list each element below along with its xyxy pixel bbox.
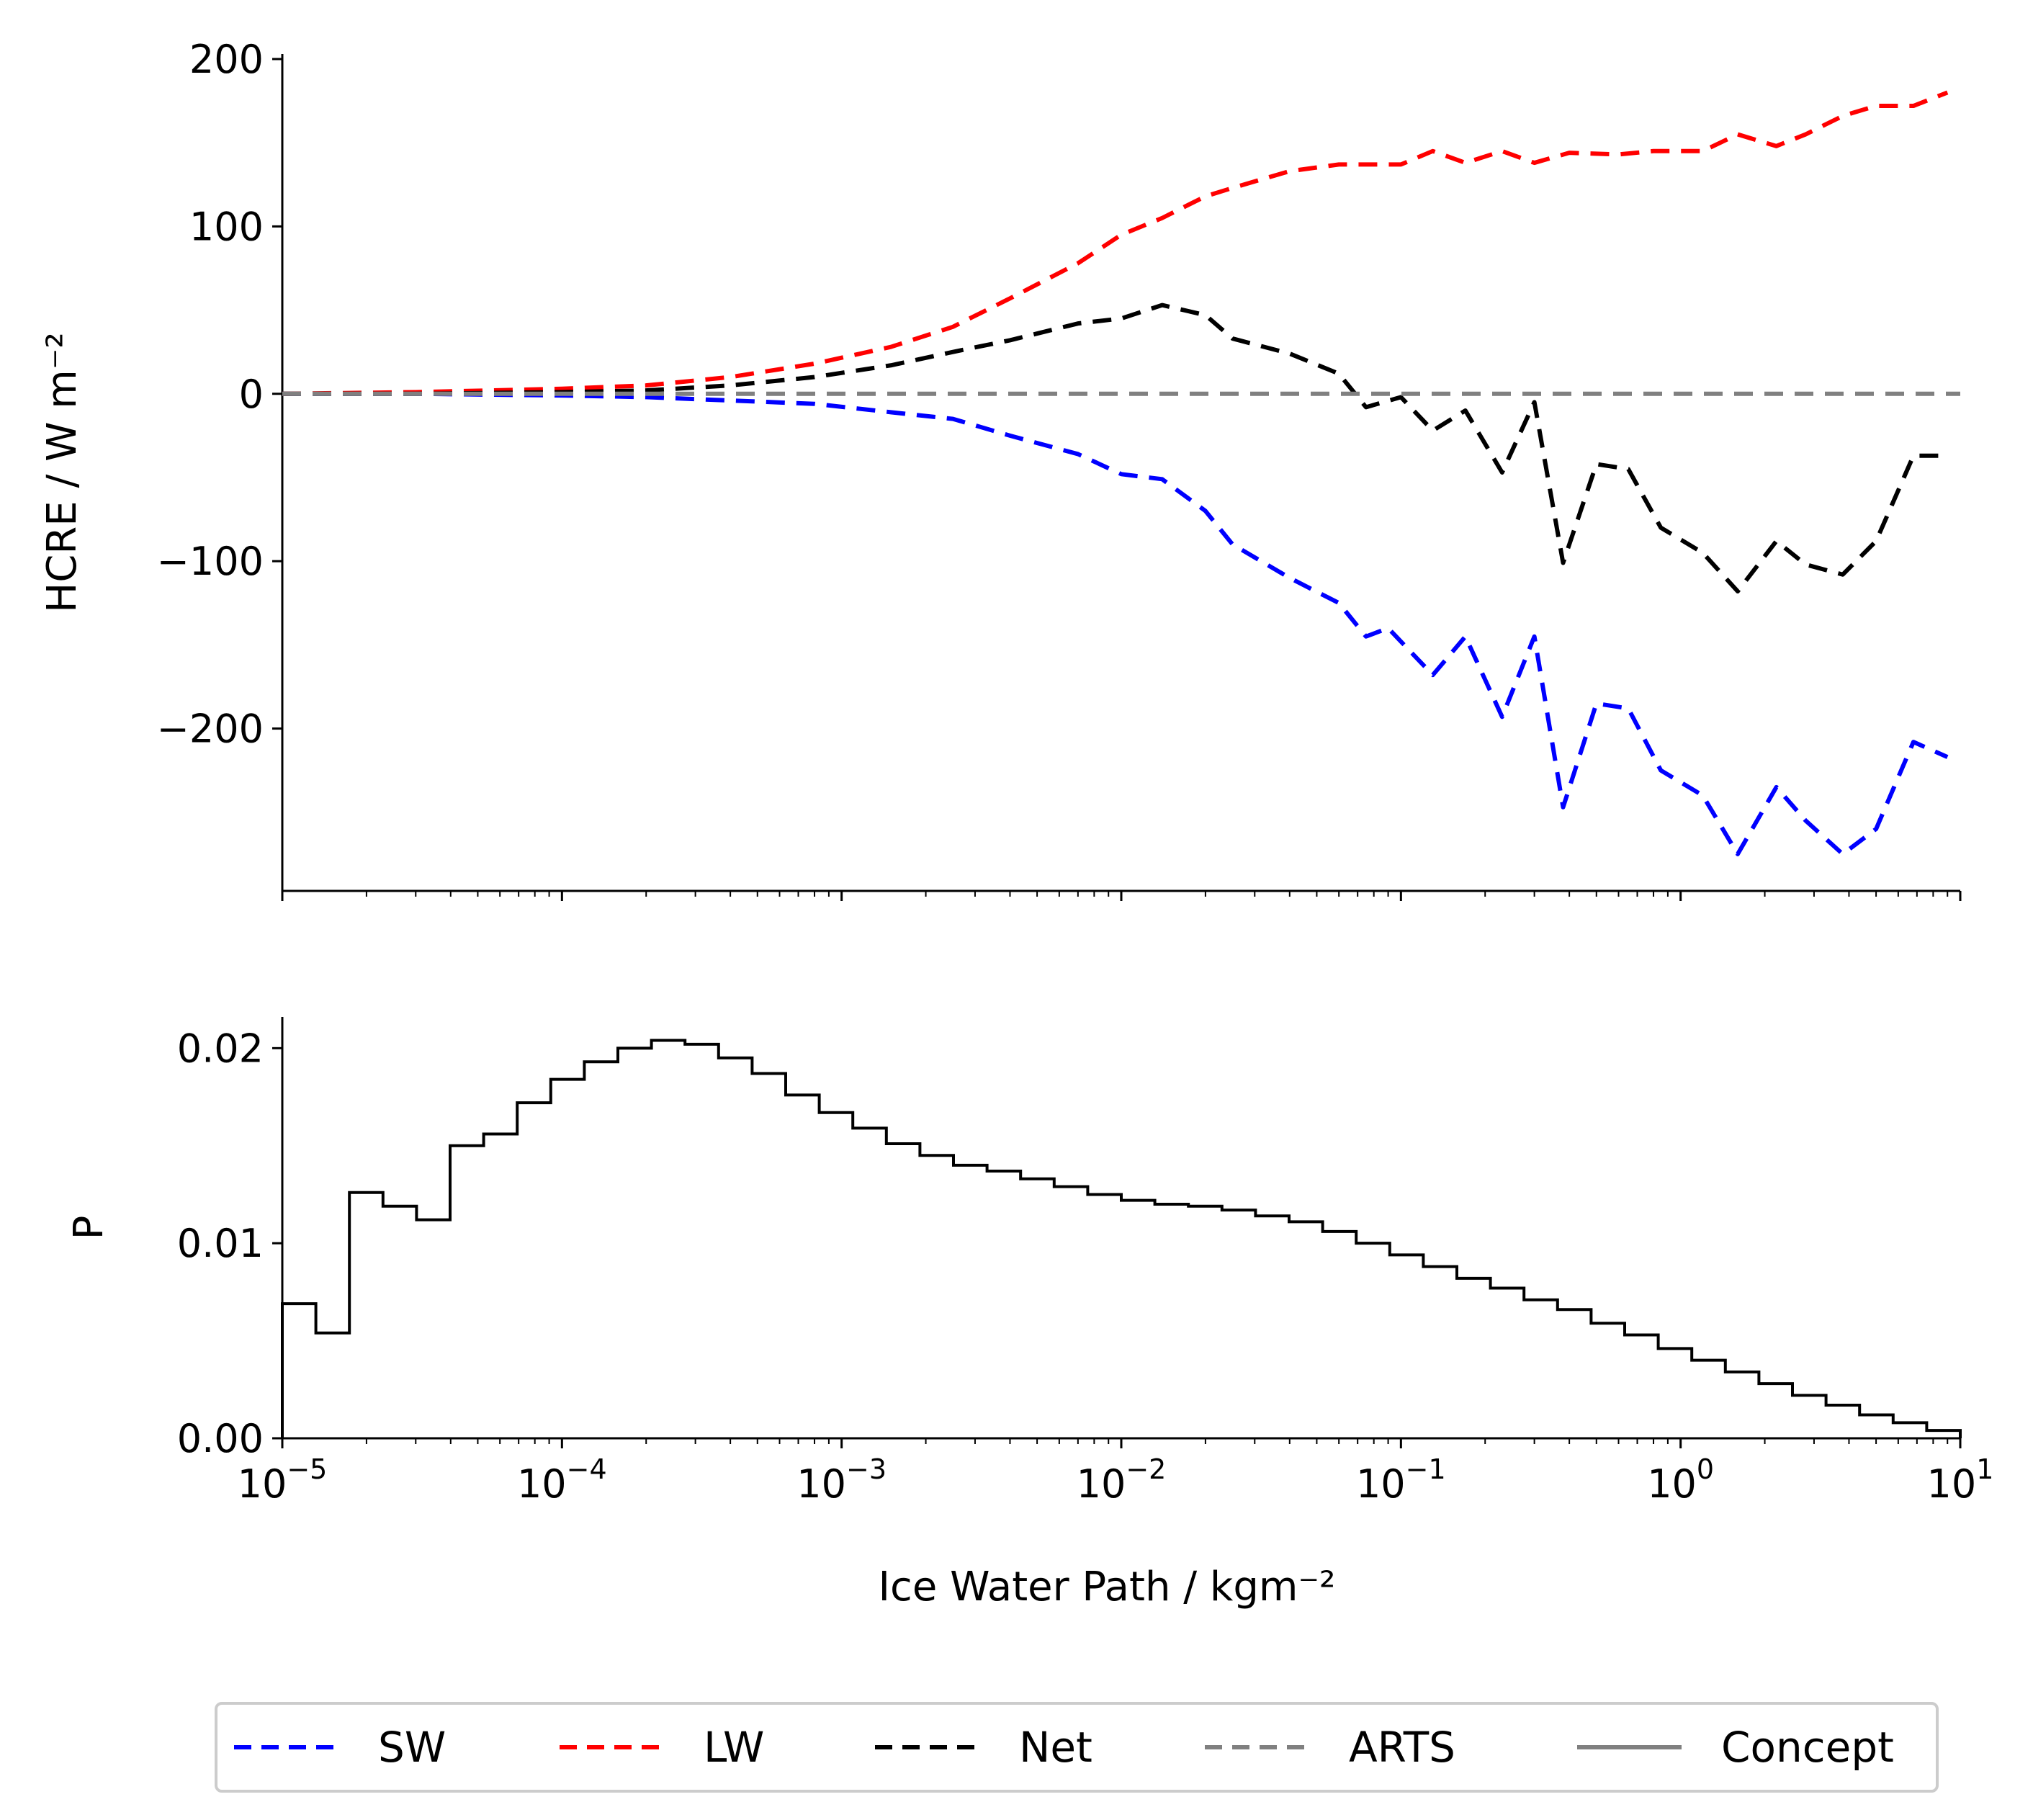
x-tick-label: 10−2 — [1077, 1453, 1167, 1507]
x-tick-label: 10−5 — [238, 1453, 328, 1507]
top-y-tick-label: 100 — [189, 204, 264, 249]
legend-label-sw: SW — [378, 1723, 446, 1772]
bottom-y-axis-label: P — [66, 1216, 112, 1240]
legend-label-lw: LW — [704, 1723, 764, 1772]
x-tick-label: 10−1 — [1356, 1453, 1446, 1507]
x-tick-label: 10−4 — [517, 1453, 607, 1507]
bottom-y-tick-label: 0.00 — [177, 1416, 264, 1461]
legend-label-concept: Concept — [1721, 1723, 1894, 1772]
top-hcre-plot: 200 100 0 −100 −200 HCRE / W m⁻² — [39, 37, 1962, 901]
bottom-probability-plot: 0.00 0.01 0.02 P 10−5 10−4 10−3 10−2 10−1 100 101 I… — [66, 1017, 1993, 1610]
top-series-sw — [282, 391, 1949, 856]
top-series-net — [282, 302, 1948, 594]
bottom-y-tick-label: 0.01 — [177, 1221, 264, 1266]
top-y-tick-label: 200 — [189, 37, 264, 82]
top-y-tick-label: −100 — [157, 539, 264, 584]
top-series-lw — [282, 90, 1949, 396]
top-y-tick-label: 0 — [239, 372, 264, 417]
x-axis-label: Ice Water Path / kgm⁻² — [879, 1564, 1336, 1610]
legend-label-arts: ARTS — [1349, 1723, 1455, 1772]
legend-frame — [215, 1702, 1939, 1793]
x-tick-label: 101 — [1927, 1453, 1994, 1507]
top-y-axis-label: HCRE / W m⁻² — [39, 332, 86, 613]
legend: SW LW Net ARTS Concept — [215, 1702, 1939, 1793]
top-y-tick-label: −200 — [157, 707, 264, 752]
bottom-y-tick-label: 0.02 — [177, 1026, 264, 1071]
bottom-histogram-steps — [281, 1039, 1962, 1438]
x-tick-label: 10−3 — [796, 1453, 887, 1507]
x-tick-label: 100 — [1647, 1453, 1714, 1507]
legend-label-net: Net — [1019, 1723, 1092, 1772]
